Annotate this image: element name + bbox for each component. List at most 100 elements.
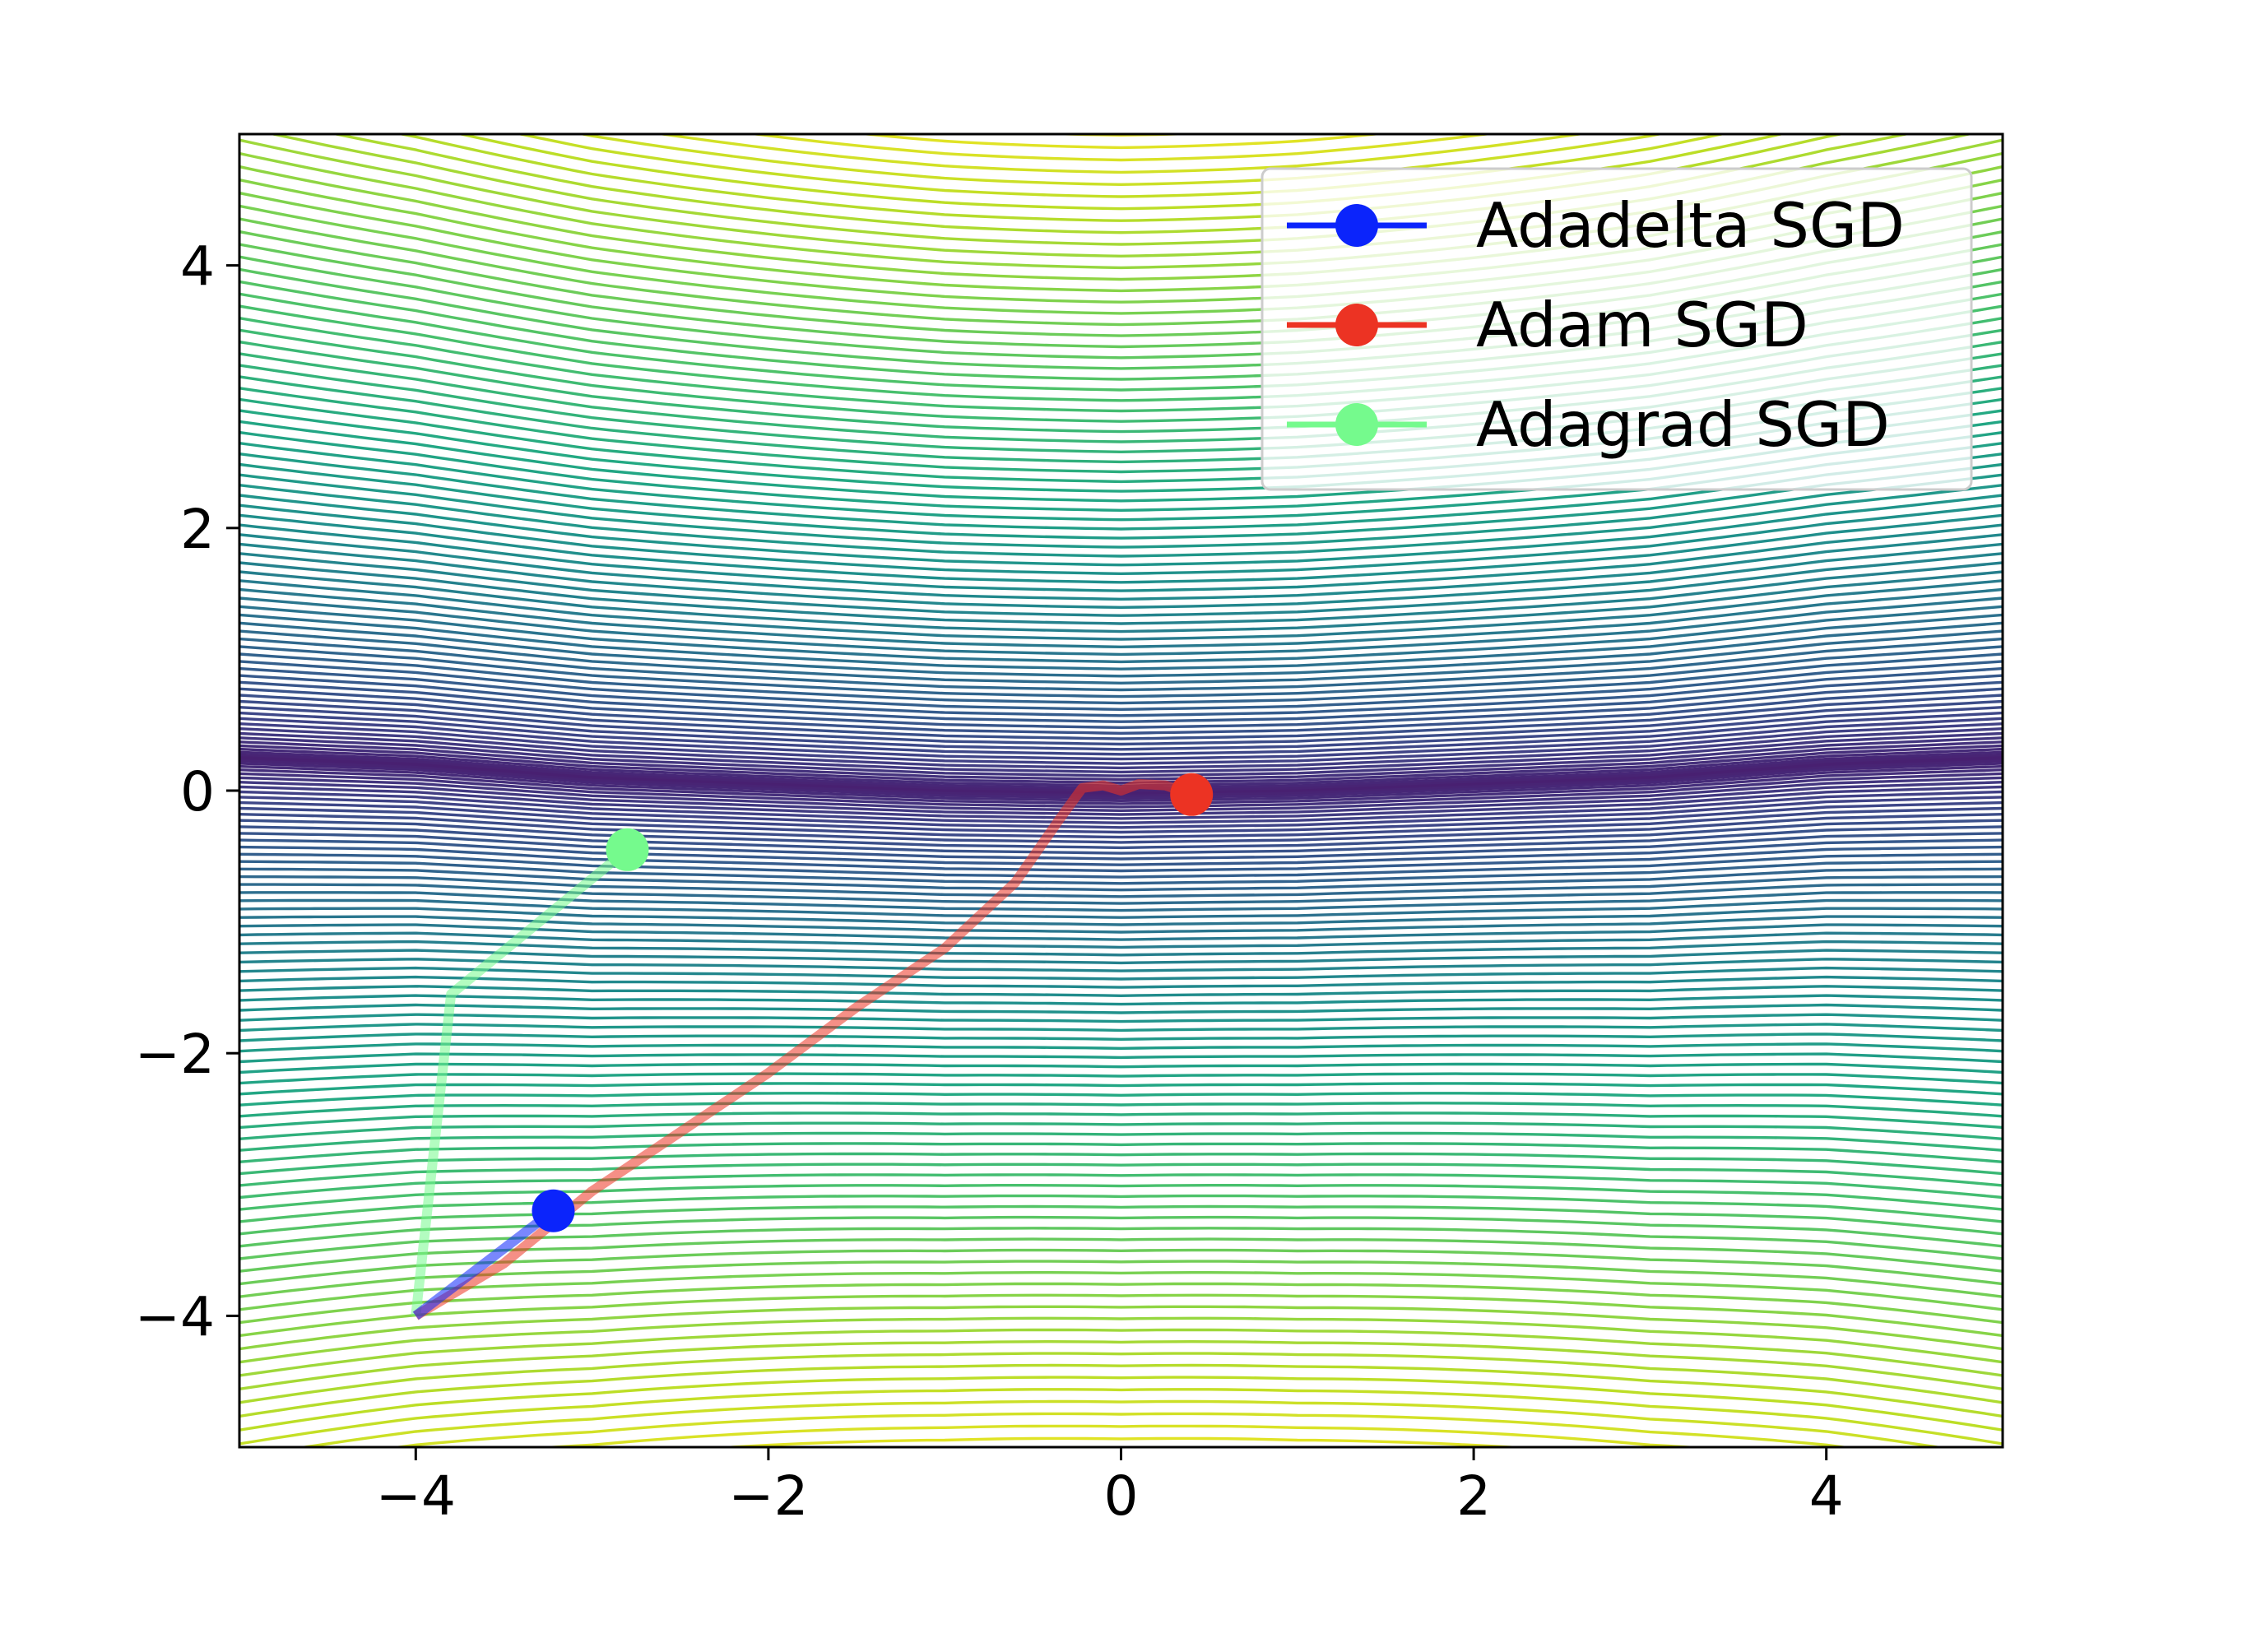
contour-line	[239, 1215, 2003, 1248]
contour-line	[239, 1142, 2003, 1164]
contour-line	[239, 832, 2003, 861]
contour-line	[239, 570, 2003, 633]
contour-line	[239, 1305, 2003, 1351]
legend-marker	[1335, 204, 1378, 247]
contour-line	[239, 759, 2003, 798]
series-path	[413, 779, 1194, 1320]
contour-line	[239, 587, 2003, 649]
contour-line	[239, 1194, 2003, 1223]
contour-line	[388, 1412, 1854, 1447]
contour-line	[239, 975, 2003, 989]
contour-line	[239, 1072, 2003, 1085]
contour-line	[239, 931, 2003, 949]
contour-line	[239, 1363, 2003, 1418]
contour-line	[239, 764, 2003, 803]
contour-line	[239, 985, 2003, 998]
contour-line	[394, 134, 1848, 222]
contour-line	[239, 726, 2003, 770]
y-tick-label: 0	[180, 760, 215, 824]
contour-line	[239, 637, 2003, 692]
contour-line	[239, 533, 2003, 601]
contour-line	[239, 605, 2003, 664]
contour-line	[239, 949, 2003, 965]
contour-line	[239, 494, 2003, 567]
contour-line	[239, 1293, 2003, 1338]
contour-line	[239, 1102, 2003, 1118]
contour-line	[239, 1316, 2003, 1364]
contour-line	[204, 0, 2038, 97]
series-end-marker	[1170, 773, 1214, 816]
legend: Adadelta SGD Adam SGD Adagrad SGD	[1260, 167, 1973, 491]
contour-line	[239, 1042, 2003, 1053]
contour-line	[239, 819, 2003, 850]
contour-line	[239, 1204, 2003, 1236]
series-end-marker	[532, 1189, 575, 1232]
contour-line	[239, 1013, 2003, 1023]
series-path	[411, 846, 631, 1317]
contour-line	[533, 1424, 1709, 1447]
x-tick-label: −2	[728, 1464, 808, 1528]
contour-line	[239, 1260, 2003, 1298]
contour-line	[239, 542, 2003, 610]
contour-line	[576, 134, 1666, 187]
contour-line	[239, 680, 2003, 730]
series-end-marker	[606, 828, 649, 871]
optimizer-paths	[411, 773, 1214, 1320]
contour-line	[239, 660, 2003, 712]
contour-line	[239, 907, 2003, 926]
y-tick-label: −4	[135, 1285, 215, 1348]
y-tick-label: 4	[180, 235, 215, 299]
contour-line	[239, 1082, 2003, 1096]
contour-line	[239, 1352, 2003, 1404]
contour-line	[239, 621, 2003, 678]
contour-line	[239, 1376, 2003, 1432]
contour-line	[239, 838, 2003, 866]
contour-line	[239, 1173, 2003, 1200]
contour-line	[239, 1062, 2003, 1074]
contour-line	[239, 966, 2003, 981]
contour-line	[239, 694, 2003, 740]
contour-line	[239, 645, 2003, 698]
contour-line	[239, 613, 2003, 671]
contour-line	[239, 687, 2003, 736]
contour-line	[710, 1436, 1532, 1447]
contour-line	[239, 674, 2003, 723]
contour-line	[239, 561, 2003, 625]
contour-line	[239, 860, 2003, 885]
contour-line	[239, 883, 2003, 905]
contour-line	[239, 898, 2003, 919]
contour-line	[239, 629, 2003, 685]
contour-line	[239, 806, 2003, 839]
contour-line	[239, 1152, 2003, 1176]
contour-line	[239, 722, 2003, 765]
contour-line	[239, 473, 2003, 549]
contour-line	[204, 0, 2038, 123]
x-tick-label: 4	[1809, 1464, 1844, 1528]
legend-label: Adam SGD	[1476, 289, 1808, 361]
x-tick-label: 0	[1104, 1464, 1139, 1528]
contour-line	[239, 736, 2003, 777]
contour-line	[745, 134, 1497, 162]
contour-line	[239, 762, 2003, 800]
contour-line	[239, 790, 2003, 824]
y-tick-label: 2	[180, 498, 215, 561]
legend-marker	[1335, 304, 1378, 346]
contour-line	[239, 483, 2003, 558]
contour-line	[239, 744, 2003, 785]
contour-line	[239, 875, 2003, 898]
contour-line	[239, 776, 2003, 813]
contour-line	[239, 1131, 2003, 1152]
contour-line	[239, 994, 2003, 1006]
x-tick-label: −4	[376, 1464, 456, 1528]
contour-line	[239, 731, 2003, 774]
series-path	[412, 1206, 557, 1320]
contour-line	[239, 780, 2003, 816]
contour-line	[239, 1023, 2003, 1032]
contour-line	[239, 717, 2003, 761]
contour-line	[239, 768, 2003, 805]
contour-line	[239, 796, 2003, 829]
contour-line	[239, 705, 2003, 751]
contour-line	[239, 1227, 2003, 1260]
contour-line	[239, 923, 2003, 941]
